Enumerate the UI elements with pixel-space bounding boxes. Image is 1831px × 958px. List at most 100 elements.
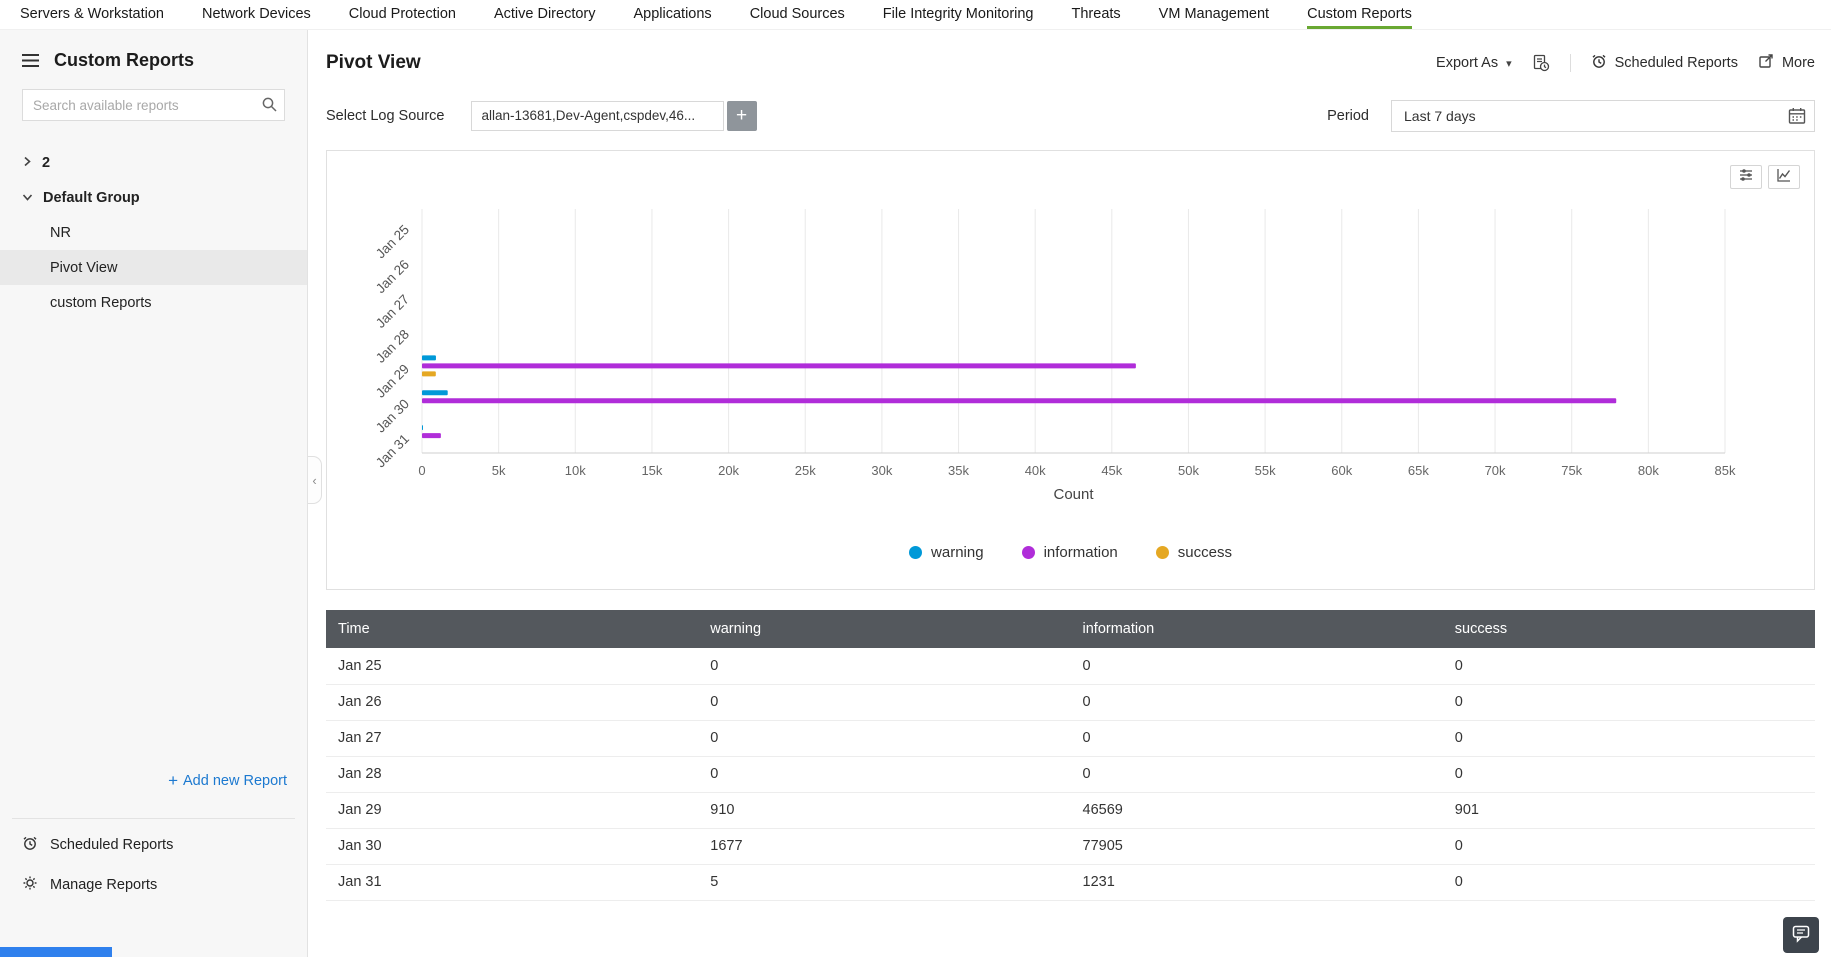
sidebar-item-label: custom Reports (50, 295, 152, 311)
sidebar-item-nr[interactable]: NR (0, 215, 307, 250)
table-cell: 0 (1071, 756, 1443, 792)
table-cell: 1231 (1071, 864, 1443, 900)
calendar-icon[interactable] (1788, 107, 1806, 130)
table-cell: 0 (1071, 720, 1443, 756)
log-source-filter: Select Log Source allan-13681,Dev-Agent,… (326, 101, 757, 131)
nav-tab-file-integrity-monitoring[interactable]: File Integrity Monitoring (883, 0, 1034, 29)
add-new-report-button[interactable]: + Add new Report (168, 773, 287, 789)
search-input[interactable] (22, 89, 285, 121)
chart-settings-button[interactable] (1730, 165, 1762, 189)
sidebar-collapse-handle[interactable]: ‹ (308, 456, 322, 504)
x-tick-label: 85k (1715, 463, 1736, 478)
table-header-cell-time: Time (326, 610, 698, 648)
table-row: Jan 28000 (326, 756, 1815, 792)
alarm-icon (22, 835, 38, 855)
nav-tab-custom-reports[interactable]: Custom Reports (1307, 0, 1412, 29)
period-label: Period (1327, 108, 1369, 124)
nav-tab-vm-management[interactable]: VM Management (1159, 0, 1269, 29)
chart-controls (1730, 165, 1800, 189)
nav-tab-active-directory[interactable]: Active Directory (494, 0, 596, 29)
pivot-data-table: Timewarninginformationsuccess Jan 25000J… (326, 610, 1815, 901)
scheduled-reports-button[interactable]: Scheduled Reports (1591, 53, 1738, 73)
chart-type-button[interactable] (1768, 165, 1800, 189)
table-cell: Jan 31 (326, 864, 698, 900)
sidebar-item-label: 2 (42, 155, 50, 171)
chart-type-icon (1776, 167, 1792, 188)
table-cell: Jan 27 (326, 720, 698, 756)
more-label: More (1782, 55, 1815, 71)
category-label: Jan 29 (373, 361, 412, 400)
chart-bar-warning-jan-31 (422, 425, 423, 430)
chart-bar-success-jan-29 (422, 371, 436, 376)
table-cell: Jan 28 (326, 756, 698, 792)
chevron-left-icon: ‹ (312, 473, 316, 488)
sidebar-scheduled-reports[interactable]: Scheduled Reports (0, 825, 307, 865)
nav-tab-cloud-protection[interactable]: Cloud Protection (349, 0, 456, 29)
table-cell: 1677 (698, 828, 1070, 864)
nav-tab-applications[interactable]: Applications (634, 0, 712, 29)
sidebar-item-label: Pivot View (50, 260, 117, 276)
x-tick-label: 40k (1025, 463, 1046, 478)
log-source-control: allan-13681,Dev-Agent,cspdev,46... + (471, 101, 757, 131)
chart-bar-warning-jan-30 (422, 390, 448, 395)
x-tick-label: 65k (1408, 463, 1429, 478)
sidebar-scheduled-reports-label: Scheduled Reports (50, 837, 173, 853)
table-cell: 0 (1443, 756, 1815, 792)
alarm-icon (1591, 53, 1607, 73)
nav-tab-cloud-sources[interactable]: Cloud Sources (750, 0, 845, 29)
search-icon[interactable] (261, 96, 278, 118)
period-input[interactable] (1391, 100, 1815, 132)
table-row: Jan 2991046569901 (326, 792, 1815, 828)
pivot-chart-svg: 05k10k15k20k25k30k35k40k45k50k55k60k65k7… (327, 191, 1813, 511)
pivot-chart-panel: 05k10k15k20k25k30k35k40k45k50k55k60k65k7… (326, 150, 1815, 590)
sidebar-item-custom-reports[interactable]: custom Reports (0, 285, 307, 320)
category-label: Jan 26 (373, 257, 412, 296)
table-row: Jan 31512310 (326, 864, 1815, 900)
sidebar-item-default-group[interactable]: Default Group (0, 180, 307, 215)
x-tick-label: 20k (718, 463, 739, 478)
table-cell: 0 (1443, 684, 1815, 720)
export-as-button[interactable]: Export As ▾ (1436, 55, 1512, 71)
category-label: Jan 31 (373, 431, 412, 470)
report-history-icon[interactable] (1532, 54, 1550, 72)
more-button[interactable]: More (1758, 53, 1815, 73)
sidebar-header: Custom Reports (0, 30, 307, 71)
sidebar-title: Custom Reports (54, 50, 194, 71)
x-tick-label: 50k (1178, 463, 1199, 478)
chat-bubble-icon (1791, 923, 1811, 948)
legend-item-information[interactable]: information (1022, 544, 1118, 561)
table-cell: 0 (698, 684, 1070, 720)
hamburger-menu-icon[interactable] (22, 53, 40, 68)
log-source-label: Select Log Source (326, 108, 445, 124)
legend-dot (1022, 546, 1035, 559)
table-cell: 0 (1443, 864, 1815, 900)
chevron-right-icon[interactable] (22, 155, 32, 171)
nav-tab-network-devices[interactable]: Network Devices (202, 0, 311, 29)
table-cell: 901 (1443, 792, 1815, 828)
sidebar-divider (12, 818, 295, 819)
x-tick-label: 80k (1638, 463, 1659, 478)
table-cell: 5 (698, 864, 1070, 900)
table-cell: Jan 29 (326, 792, 698, 828)
add-log-source-button[interactable]: + (727, 101, 757, 131)
table-cell: 77905 (1071, 828, 1443, 864)
x-tick-label: 10k (565, 463, 586, 478)
sidebar-item-2[interactable]: 2 (0, 145, 307, 180)
table-row: Jan 301677779050 (326, 828, 1815, 864)
chevron-down-icon[interactable] (22, 190, 33, 206)
legend-item-success[interactable]: success (1156, 544, 1232, 561)
nav-tab-servers-workstation[interactable]: Servers & Workstation (20, 0, 164, 29)
legend-item-warning[interactable]: warning (909, 544, 984, 561)
period-control (1391, 100, 1815, 132)
category-label: Jan 25 (373, 222, 412, 261)
table-header-cell-warning: warning (698, 610, 1070, 648)
sidebar-item-pivot-view[interactable]: Pivot View (0, 250, 307, 285)
x-tick-label: 30k (871, 463, 892, 478)
report-toolbar: Export As ▾ Scheduled Reports (1436, 53, 1815, 73)
log-source-value[interactable]: allan-13681,Dev-Agent,cspdev,46... (471, 101, 724, 131)
nav-tab-threats[interactable]: Threats (1072, 0, 1121, 29)
sidebar-manage-reports[interactable]: Manage Reports (0, 865, 307, 905)
feedback-chat-button[interactable] (1783, 917, 1819, 953)
app-body: Custom Reports 2 Default GroupNR Pivot Vie… (0, 30, 1831, 957)
x-tick-label: 60k (1331, 463, 1352, 478)
